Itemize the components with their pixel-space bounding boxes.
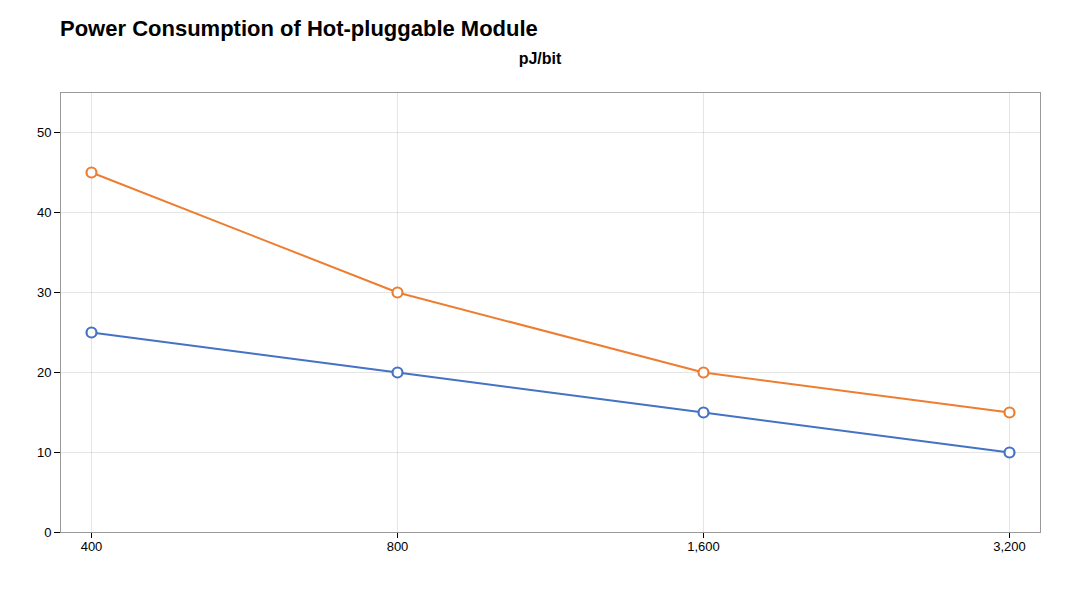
svg-text:800: 800 (387, 539, 409, 554)
svg-text:0: 0 (44, 525, 51, 540)
html-text:pJ/bit: pJ/bit (518, 50, 562, 67)
svg-text:40: 40 (37, 205, 51, 220)
svg-text:1,600: 1,600 (687, 539, 720, 554)
svg-text:3,200: 3,200 (993, 539, 1026, 554)
svg-text:30: 30 (37, 285, 51, 300)
html-text:Power Consumption of Hot-plugg: Power Consumption of Hot-pluggable Modul… (60, 16, 538, 41)
svg-text:10: 10 (37, 445, 51, 460)
svg-text:20: 20 (37, 365, 51, 380)
svg-text:50: 50 (37, 125, 51, 140)
svg-text:400: 400 (81, 539, 103, 554)
